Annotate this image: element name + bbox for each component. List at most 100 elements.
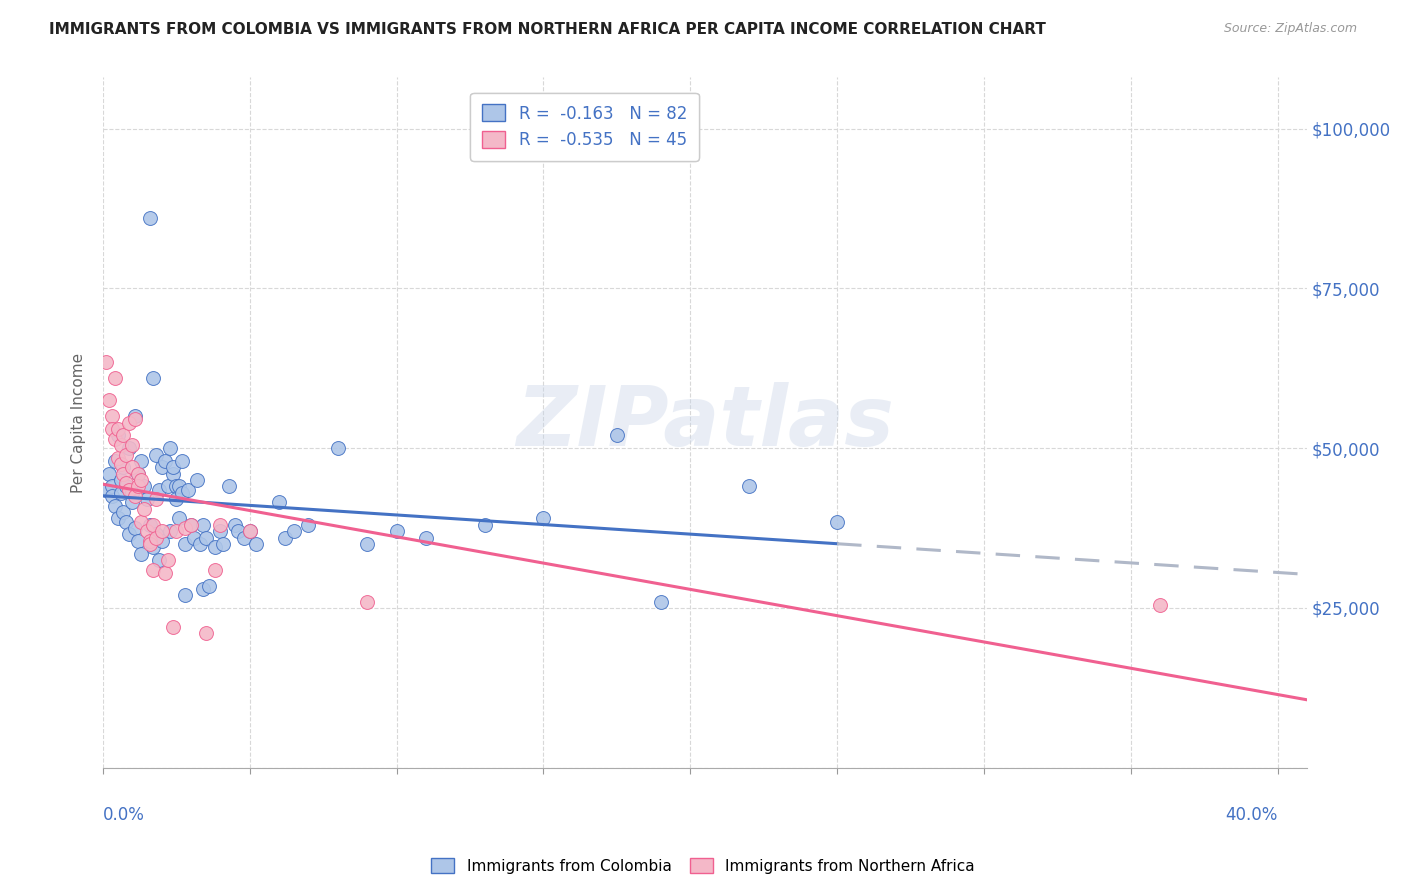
Point xyxy=(100,409,122,424)
Point xyxy=(121,486,143,500)
Point xyxy=(356,594,378,608)
Point xyxy=(162,620,184,634)
Point xyxy=(415,531,437,545)
Text: 40.0%: 40.0% xyxy=(1225,805,1278,823)
Point xyxy=(118,416,141,430)
Point xyxy=(145,531,167,545)
Point xyxy=(121,438,143,452)
Point xyxy=(110,486,132,500)
Point xyxy=(94,355,117,369)
Point xyxy=(159,524,181,539)
Point xyxy=(132,479,155,493)
Point xyxy=(156,479,179,493)
Point xyxy=(112,505,135,519)
Point xyxy=(139,533,162,548)
Point xyxy=(150,524,173,539)
Point xyxy=(107,511,129,525)
Point xyxy=(107,450,129,465)
Point xyxy=(165,479,187,493)
Point xyxy=(245,537,267,551)
Point xyxy=(142,371,165,385)
Text: ZIPatlas: ZIPatlas xyxy=(516,382,894,463)
Point xyxy=(474,517,496,532)
Point xyxy=(100,489,122,503)
Point xyxy=(94,483,117,497)
Point xyxy=(121,460,143,475)
Point xyxy=(115,515,138,529)
Point xyxy=(191,517,214,532)
Point xyxy=(148,483,170,497)
Point xyxy=(188,537,211,551)
Point xyxy=(148,553,170,567)
Point xyxy=(110,457,132,471)
Point xyxy=(104,371,127,385)
Point xyxy=(97,467,120,481)
Point xyxy=(124,412,146,426)
Point xyxy=(129,454,152,468)
Point xyxy=(209,517,232,532)
Point xyxy=(112,467,135,481)
Point xyxy=(104,432,127,446)
Point xyxy=(167,479,190,493)
Point xyxy=(136,492,159,507)
Point xyxy=(162,467,184,481)
Point xyxy=(104,454,127,468)
Point xyxy=(112,460,135,475)
Point xyxy=(650,594,672,608)
Point xyxy=(115,479,138,493)
Point xyxy=(191,582,214,596)
Point xyxy=(204,540,226,554)
Point xyxy=(110,438,132,452)
Point xyxy=(197,578,219,592)
Point xyxy=(738,479,761,493)
Point xyxy=(209,524,232,539)
Y-axis label: Per Capita Income: Per Capita Income xyxy=(72,352,86,492)
Point xyxy=(124,521,146,535)
Point xyxy=(110,473,132,487)
Point xyxy=(326,441,349,455)
Legend: Immigrants from Colombia, Immigrants from Northern Africa: Immigrants from Colombia, Immigrants fro… xyxy=(426,852,980,880)
Point xyxy=(232,531,254,545)
Point xyxy=(1149,598,1171,612)
Point xyxy=(174,537,197,551)
Point xyxy=(127,533,149,548)
Point xyxy=(159,441,181,455)
Point xyxy=(174,521,197,535)
Point xyxy=(142,517,165,532)
Point xyxy=(224,517,246,532)
Point xyxy=(239,524,262,539)
Point xyxy=(124,489,146,503)
Point xyxy=(269,495,291,509)
Point xyxy=(283,524,305,539)
Point xyxy=(156,553,179,567)
Point xyxy=(127,467,149,481)
Point xyxy=(165,524,187,539)
Point xyxy=(177,483,200,497)
Point xyxy=(127,479,149,493)
Point xyxy=(226,524,249,539)
Point xyxy=(145,448,167,462)
Point xyxy=(139,517,162,532)
Point xyxy=(180,517,202,532)
Text: IMMIGRANTS FROM COLOMBIA VS IMMIGRANTS FROM NORTHERN AFRICA PER CAPITA INCOME CO: IMMIGRANTS FROM COLOMBIA VS IMMIGRANTS F… xyxy=(49,22,1046,37)
Point xyxy=(172,454,194,468)
Point xyxy=(239,524,262,539)
Point xyxy=(139,537,162,551)
Point xyxy=(204,563,226,577)
Point xyxy=(132,501,155,516)
Point xyxy=(212,537,235,551)
Point xyxy=(100,479,122,493)
Point xyxy=(183,531,205,545)
Point xyxy=(172,486,194,500)
Text: Source: ZipAtlas.com: Source: ZipAtlas.com xyxy=(1223,22,1357,36)
Point xyxy=(118,527,141,541)
Point xyxy=(124,409,146,424)
Legend: R =  -0.163   N = 82, R =  -0.535   N = 45: R = -0.163 N = 82, R = -0.535 N = 45 xyxy=(471,93,699,161)
Point xyxy=(107,428,129,442)
Point xyxy=(97,393,120,408)
Point xyxy=(385,524,408,539)
Point xyxy=(115,476,138,491)
Point xyxy=(118,441,141,455)
Point xyxy=(533,511,555,525)
Text: 0.0%: 0.0% xyxy=(103,805,145,823)
